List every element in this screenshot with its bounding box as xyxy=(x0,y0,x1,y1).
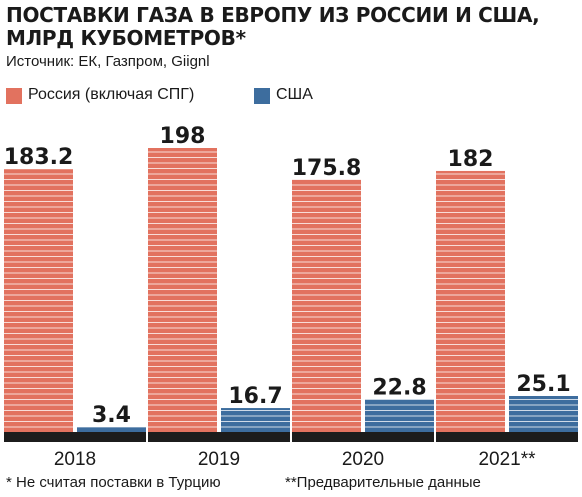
title-line-1: ПОСТАВКИ ГАЗА В ЕВРОПУ ИЗ РОССИИ И США, xyxy=(6,3,540,27)
bar-stripes-russia-2020 xyxy=(292,179,361,432)
baseline-2021 xyxy=(436,432,578,442)
footnotes: * Не считая поставки в Турцию **Предвари… xyxy=(6,474,576,494)
category-label-2020: 2020 xyxy=(342,449,384,470)
source-note: Источник: ЕК, Газпром, Giignl xyxy=(6,53,210,70)
value-label-usa-2018: 3.4 xyxy=(92,403,131,428)
legend: Россия (включая СПГ) США xyxy=(6,85,576,107)
baseline-2019 xyxy=(148,432,290,442)
baseline-2020 xyxy=(292,432,434,442)
bar-stripes-usa-2018 xyxy=(77,427,146,432)
value-label-russia-2021: 182 xyxy=(448,147,494,172)
footnote-preliminary: **Предварительные данные xyxy=(285,474,481,491)
category-label-2018: 2018 xyxy=(54,449,96,470)
bar-stripes-usa-2020 xyxy=(365,399,434,432)
value-label-usa-2021: 25.1 xyxy=(516,372,570,397)
legend-label-usa: США xyxy=(276,86,313,103)
value-label-russia-2020: 175.8 xyxy=(292,156,362,181)
bar-stripes-russia-2019 xyxy=(148,148,217,432)
footnote-turkey: * Не считая поставки в Турцию xyxy=(6,474,221,491)
bar-stripes-usa-2021 xyxy=(509,395,578,432)
baseline-2018 xyxy=(4,432,146,442)
bar-stripes-usa-2019 xyxy=(221,408,290,432)
value-label-usa-2020: 22.8 xyxy=(372,375,426,400)
value-label-usa-2019: 16.7 xyxy=(228,384,282,409)
title-line-2: МЛРД КУБОМЕТРОВ* xyxy=(6,26,246,50)
chart-title: ПОСТАВКИ ГАЗА В ЕВРОПУ ИЗ РОССИИ И США, … xyxy=(6,4,576,50)
category-label-2019: 2019 xyxy=(198,449,240,470)
legend-swatch-russia xyxy=(6,88,22,104)
category-label-2021: 2021** xyxy=(478,449,536,470)
bar-stripes-russia-2021 xyxy=(436,170,505,432)
value-label-russia-2018: 183.2 xyxy=(4,145,74,170)
bar-stripes-russia-2018 xyxy=(4,169,73,433)
value-label-russia-2019: 198 xyxy=(160,124,206,149)
legend-swatch-usa xyxy=(254,88,270,104)
legend-label-russia: Россия (включая СПГ) xyxy=(28,86,195,103)
